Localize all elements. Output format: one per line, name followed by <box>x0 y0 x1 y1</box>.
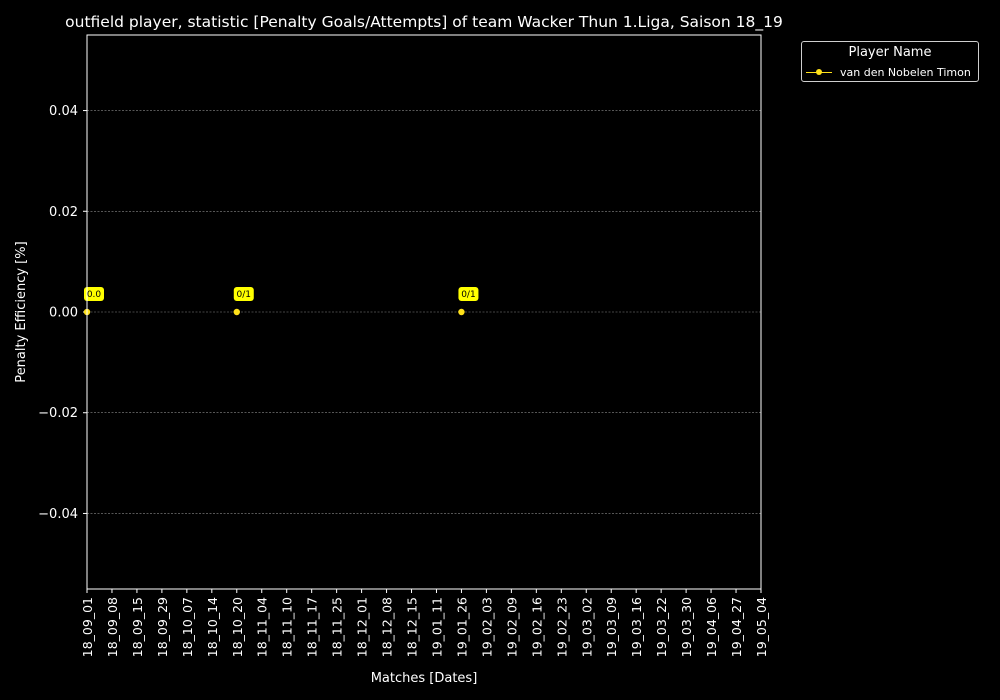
data-label-box <box>84 287 104 301</box>
x-tick-label: 18_12_01 <box>355 597 370 657</box>
data-point <box>458 308 465 316</box>
chart-title: outfield player, statistic [Penalty Goal… <box>65 13 783 32</box>
x-tick-label: 19_03_16 <box>629 597 644 657</box>
x-tick-label: 18_11_17 <box>305 597 320 657</box>
data-label-box <box>458 287 479 301</box>
x-axis-label: Matches [Dates] <box>371 671 478 686</box>
y-tick-label: 0.00 <box>49 306 78 321</box>
data-label-box <box>233 287 254 301</box>
x-tick-label: 18_11_25 <box>330 597 345 657</box>
x-axis-ticks: 18_09_01 18_09_08 18_09_15 18_09_29 18_10_07… <box>80 589 769 657</box>
legend: Player Name van den Nobelen Timon <box>801 41 979 82</box>
x-tick-label: 19_05_04 <box>754 597 769 657</box>
legend-title: Player Name <box>848 45 932 60</box>
x-tick-label: 19_04_06 <box>704 597 719 657</box>
x-tick-label: 19_02_09 <box>504 597 519 657</box>
x-tick-label: 18_09_15 <box>130 597 145 657</box>
x-tick-label: 18_12_08 <box>380 597 395 657</box>
data-point <box>233 308 240 316</box>
y-axis-ticks: 0.04 0.02 0.00 −0.02 −0.04 <box>38 104 87 522</box>
data-label: 0/1 <box>461 290 475 300</box>
data-label: 0.0 <box>87 290 102 300</box>
series-layer: 0.0 0/1 0/1 <box>83 287 479 316</box>
x-tick-label: 18_11_04 <box>255 597 270 657</box>
x-tick-label: 19_03_09 <box>604 597 619 657</box>
x-tick-label: 19_02_23 <box>554 597 569 657</box>
legend-label: van den Nobelen Timon <box>840 65 971 79</box>
x-tick-label: 18_10_20 <box>230 597 245 657</box>
y-tick-label: −0.02 <box>38 406 78 421</box>
x-tick-label: 19_02_16 <box>529 597 544 657</box>
x-tick-label: 18_09_08 <box>105 597 120 657</box>
legend-swatch <box>806 65 832 79</box>
grid <box>87 110 761 514</box>
x-tick-label: 19_03_30 <box>679 597 694 657</box>
x-tick-label: 19_01_26 <box>454 597 469 657</box>
x-tick-label: 19_02_03 <box>479 597 494 657</box>
x-tick-label: 18_09_01 <box>80 597 95 657</box>
x-tick-label: 19_04_27 <box>729 597 744 657</box>
x-tick-label: 18_12_15 <box>405 597 420 657</box>
plot-frame <box>86 34 762 590</box>
y-tick-label: 0.02 <box>49 205 78 220</box>
x-tick-label: 18_11_10 <box>280 597 295 657</box>
x-tick-label: 19_03_02 <box>579 597 594 657</box>
y-axis-label: Penalty Efficiency [%] <box>14 241 29 382</box>
data-label: 0/1 <box>237 290 251 300</box>
x-tick-label: 18_10_14 <box>205 597 220 657</box>
legend-entry: van den Nobelen Timon <box>806 65 971 79</box>
y-tick-label: −0.04 <box>38 507 78 522</box>
x-tick-label: 18_10_07 <box>180 597 195 657</box>
y-tick-label: 0.04 <box>49 104 78 119</box>
x-tick-label: 18_09_29 <box>155 597 170 657</box>
x-tick-label: 19_03_22 <box>654 597 669 657</box>
x-tick-label: 19_01_11 <box>429 597 444 657</box>
